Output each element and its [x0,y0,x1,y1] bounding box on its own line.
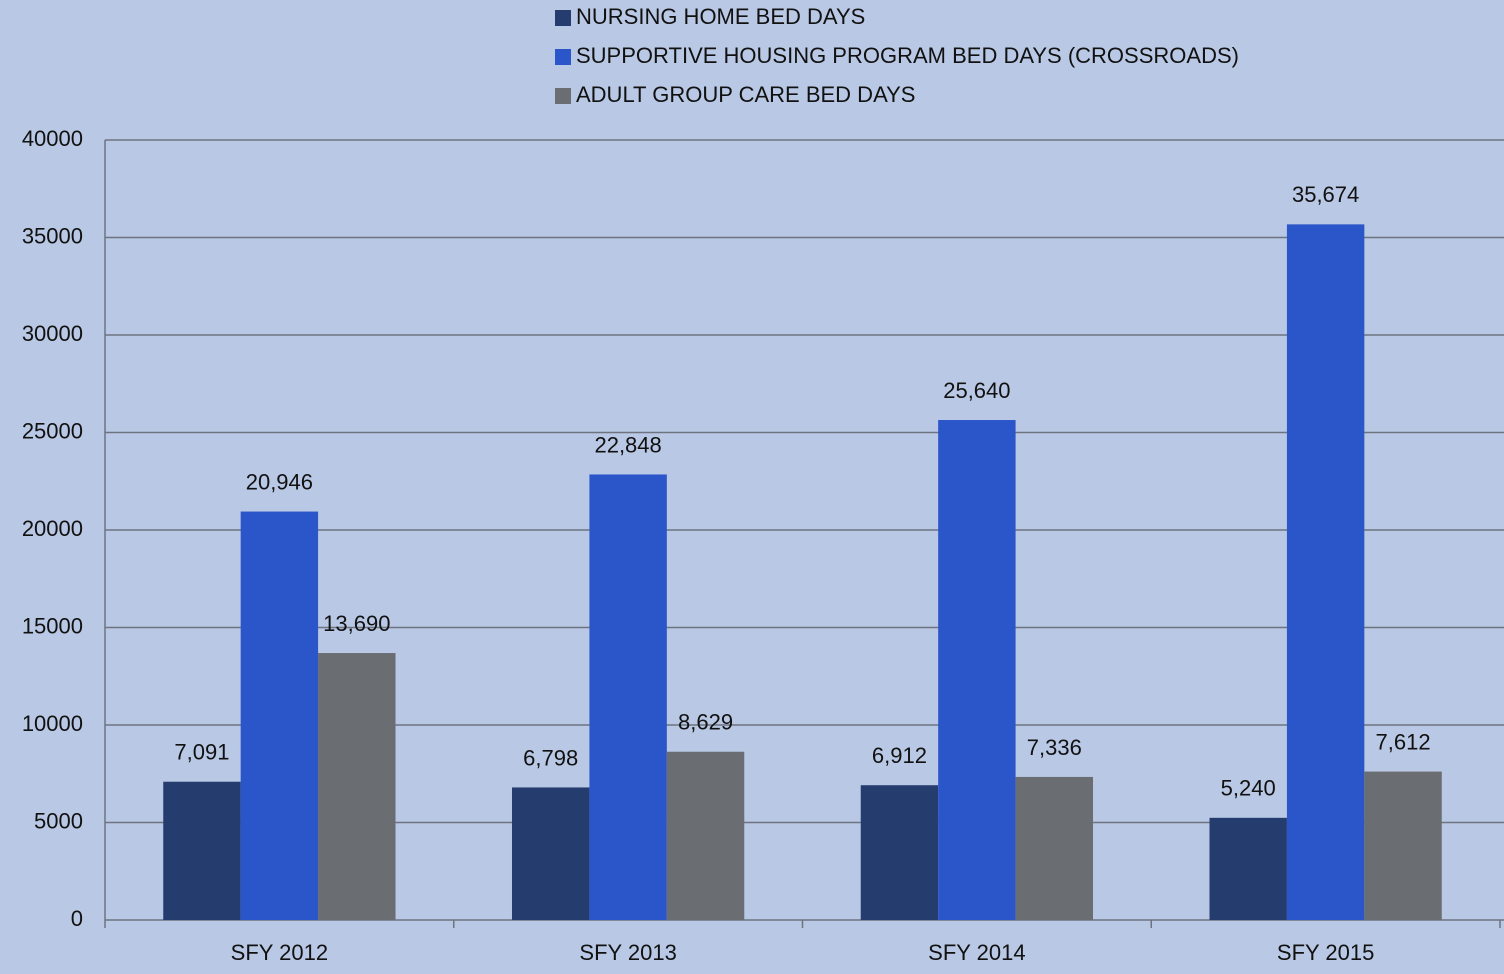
bar [1364,771,1442,920]
x-tick-label: SFY 2013 [579,940,676,965]
x-tick-label: SFY 2014 [928,940,1025,965]
bar [1015,776,1094,920]
value-label: 7,612 [1376,729,1431,754]
value-label: 25,640 [943,378,1010,403]
y-tick-label: 0 [71,906,83,931]
y-tick-label: 20000 [22,516,83,541]
value-label: 6,912 [872,743,927,768]
value-label: 5,240 [1221,776,1276,801]
x-tick-label: SFY 2015 [1277,940,1374,965]
bar [1209,817,1287,920]
legend-label: SUPPORTIVE HOUSING PROGRAM BED DAYS (CRO… [576,43,1239,68]
bar [240,511,319,920]
y-tick-label: 35000 [22,223,83,248]
bar [860,785,939,920]
y-tick-label: 10000 [22,711,83,736]
value-label: 7,091 [174,740,229,765]
legend-swatch [555,49,571,65]
y-tick-label: 40000 [22,126,83,151]
x-tick-label: SFY 2012 [231,940,328,965]
y-tick-label: 5000 [34,808,83,833]
legend-swatch [555,10,571,26]
bar [938,420,1016,920]
legend-label: NURSING HOME BED DAYS [576,4,865,29]
value-label: 35,674 [1292,182,1359,207]
legend-swatch [555,88,571,104]
legend-label: ADULT GROUP CARE BED DAYS [576,82,915,107]
value-label: 8,629 [678,710,733,735]
bar [1286,224,1365,920]
bar [666,751,745,920]
y-tick-label: 25000 [22,418,83,443]
y-tick-label: 15000 [22,613,83,638]
value-label: 13,690 [323,611,390,636]
bar [511,787,590,920]
value-label: 7,336 [1027,735,1082,760]
y-tick-label: 30000 [22,321,83,346]
bar [163,781,241,920]
value-label: 6,798 [523,745,578,770]
value-label: 22,848 [594,432,661,457]
bar [589,474,667,920]
value-label: 20,946 [246,469,313,494]
bar [318,653,396,920]
